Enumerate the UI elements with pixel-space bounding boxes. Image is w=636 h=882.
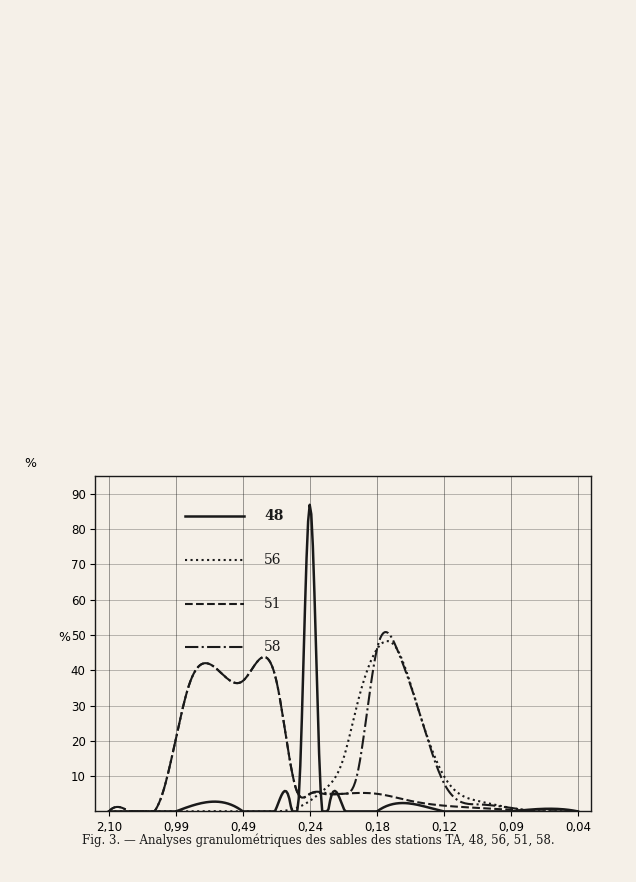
Y-axis label: %: % [58,631,70,644]
Text: 58: 58 [264,640,282,654]
Text: 51: 51 [264,596,282,610]
Text: %: % [24,457,36,469]
Text: 48: 48 [264,510,284,524]
Text: Fig. 3. — Analyses granulométriques des sables des stations TA, 48, 56, 51, 58.: Fig. 3. — Analyses granulométriques des … [81,833,555,847]
Text: 56: 56 [264,553,282,567]
